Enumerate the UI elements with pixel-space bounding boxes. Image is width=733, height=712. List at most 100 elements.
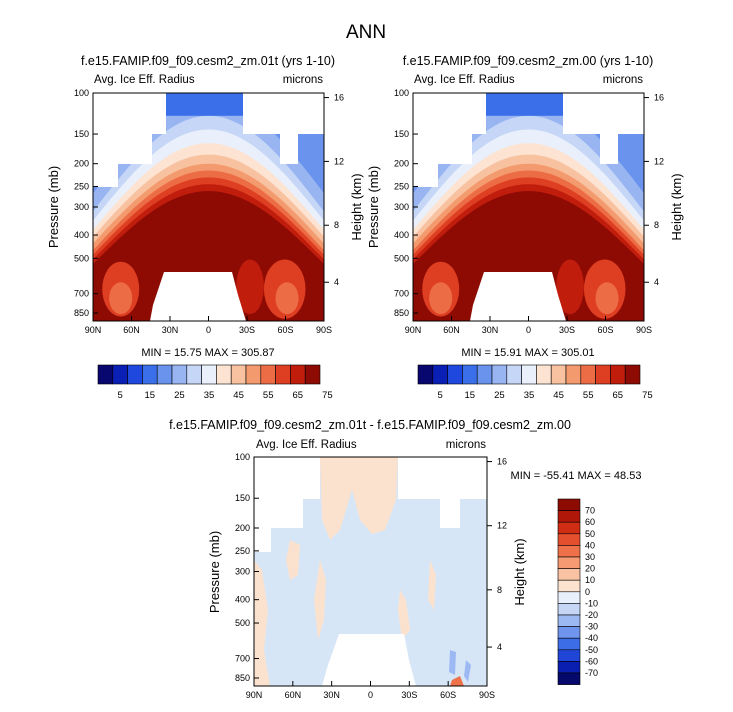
panel-2-xtick-label: 30N bbox=[482, 325, 499, 335]
panel-3-neg-areas bbox=[449, 650, 471, 682]
panel-1-ytick-right-label: 8 bbox=[334, 220, 339, 230]
colorbar-swatch bbox=[506, 364, 522, 385]
panel-2: f.e15.FAMIP.f09_f09.cesm2_zm.00 (yrs 1-1… bbox=[366, 54, 684, 401]
colorbar-swatch bbox=[112, 364, 128, 385]
panel-2-ytick-label: 200 bbox=[394, 159, 409, 169]
panel-1-xtick-label: 60N bbox=[123, 325, 140, 335]
panel-2-yaxis-right: 16 12 8 4 bbox=[644, 93, 664, 287]
panel-3-mask-bottom bbox=[322, 634, 416, 686]
panel-3-pos-blob-4 bbox=[398, 590, 410, 640]
colorbar-swatch bbox=[557, 498, 581, 511]
colorbar-swatch bbox=[142, 364, 158, 385]
colorbar-label: 60 bbox=[585, 517, 595, 527]
panel-1-ytick-label: 200 bbox=[74, 159, 89, 169]
colorbar-label: 20 bbox=[585, 564, 595, 574]
panel-1-units: microns bbox=[283, 74, 324, 86]
colorbar-swatch bbox=[624, 364, 641, 385]
panel-1-ytick-label: 300 bbox=[74, 202, 89, 212]
panel-1-ytick-label: 850 bbox=[74, 308, 89, 318]
colorbar-swatch bbox=[557, 626, 581, 639]
colorbar-label: 45 bbox=[233, 390, 244, 401]
colorbar-swatch bbox=[216, 364, 232, 385]
colorbar-swatch bbox=[557, 649, 581, 662]
panel-3-positive-areas bbox=[254, 457, 436, 686]
panel-2-ytick-right-label: 8 bbox=[654, 220, 659, 230]
colorbar-label: 40 bbox=[585, 540, 595, 550]
panel-2-lobe-2 bbox=[429, 282, 453, 315]
panel-1-variable: Avg. Ice Eff. Radius bbox=[94, 74, 195, 86]
panel-1-yaxis: 100 150 200 250 300 400 500 700 850 bbox=[74, 88, 98, 318]
panel-1: f.e15.FAMIP.f09_f09.cesm2_zm.01t (yrs 1-… bbox=[46, 54, 364, 401]
panel-3-ytick-label: 850 bbox=[235, 673, 250, 683]
panel-3-ytick-label: 150 bbox=[235, 493, 250, 503]
colorbar-swatch bbox=[557, 637, 581, 651]
colorbar-swatch bbox=[557, 579, 581, 593]
colorbar-swatch bbox=[462, 364, 478, 385]
colorbar-swatch bbox=[476, 364, 493, 385]
panel-3-variable: Avg. Ice Eff. Radius bbox=[256, 439, 357, 451]
colorbar-swatch bbox=[580, 364, 596, 385]
panel-3-xtick-label: 90N bbox=[246, 690, 263, 700]
panel-3-ytick-label: 700 bbox=[235, 654, 250, 664]
panel-2-xtick-label: 90S bbox=[636, 325, 652, 335]
panel-3-title: f.e15.FAMIP.f09_f09.cesm2_zm.01t - f.e15… bbox=[169, 418, 571, 432]
colorbar-swatch bbox=[557, 533, 581, 546]
panel-1-ylabel-right: Height (km) bbox=[349, 173, 364, 240]
colorbar-swatch bbox=[417, 364, 434, 385]
panel-3-xtick-label: 30N bbox=[323, 690, 340, 700]
colorbar-label: 50 bbox=[585, 529, 595, 539]
panel-2-ytick-right-label: 16 bbox=[654, 93, 664, 103]
panel-3-units: microns bbox=[446, 439, 487, 451]
colorbar-swatch bbox=[550, 364, 567, 385]
colorbar-swatch bbox=[521, 364, 537, 385]
colorbar-swatch bbox=[557, 661, 581, 674]
colorbar-swatch bbox=[595, 364, 611, 385]
panel-1-stats: MIN = 15.75 MAX = 305.87 bbox=[141, 347, 274, 359]
colorbar-swatch bbox=[186, 364, 202, 385]
colorbar-swatch bbox=[447, 364, 463, 385]
panel-1-mask-top bbox=[93, 93, 324, 187]
panel-1-colorbar: 5 15 25 35 45 55 65 75 bbox=[97, 364, 333, 401]
panel-1-xtick-label: 0 bbox=[206, 325, 211, 335]
panel-2-xaxis: 90N 60N 30N 0 30S 60S 90S bbox=[405, 316, 652, 335]
panel-1-heatmap bbox=[93, 93, 324, 321]
panel-3-ylabel-right: Height (km) bbox=[512, 538, 527, 605]
colorbar-label: 30 bbox=[585, 552, 595, 562]
colorbar-swatch bbox=[97, 364, 114, 385]
panel-1-xaxis: 90N 60N 30N 0 30S 60S 90S bbox=[85, 316, 332, 335]
colorbar-label: 0 bbox=[585, 587, 590, 597]
panel-2-mask-top bbox=[413, 93, 644, 187]
panel-1-ytick-label: 400 bbox=[74, 230, 89, 240]
colorbar-label: 65 bbox=[293, 390, 304, 401]
panel-3-neg-blob-2 bbox=[464, 660, 471, 682]
colorbar-swatch bbox=[565, 364, 582, 385]
panel-2-top-core bbox=[485, 93, 565, 116]
colorbar-label: -30 bbox=[585, 622, 598, 632]
panel-3-ytick-label: 500 bbox=[235, 618, 250, 628]
panel-3-pos-strong bbox=[450, 676, 464, 686]
panel-1-xtick-label: 60S bbox=[277, 325, 293, 335]
panel-3-ytick-right-label: 12 bbox=[497, 521, 507, 531]
panel-2-xtick-label: 30S bbox=[559, 325, 575, 335]
colorbar-swatch bbox=[171, 364, 188, 385]
panel-2-xtick-label: 90N bbox=[405, 325, 422, 335]
panel-2-xtick-label: 60S bbox=[597, 325, 613, 335]
colorbar-label: 35 bbox=[204, 390, 215, 401]
panel-2-ytick-label: 300 bbox=[394, 202, 409, 212]
colorbar-label: -20 bbox=[585, 610, 598, 620]
panel-1-ytick-label: 700 bbox=[74, 289, 89, 299]
panel-3-ytick-label: 100 bbox=[235, 452, 250, 462]
panel-3-xtick-label: 90S bbox=[479, 690, 495, 700]
colorbar-swatch bbox=[275, 364, 291, 385]
panel-3-ytick-label: 250 bbox=[235, 546, 250, 556]
colorbar-label: -40 bbox=[585, 633, 598, 643]
colorbar-swatch bbox=[557, 672, 581, 685]
colorbar-swatch bbox=[304, 364, 321, 385]
panel-2-ytick-label: 400 bbox=[394, 230, 409, 240]
panel-3-stats: MIN = -55.41 MAX = 48.53 bbox=[511, 470, 642, 482]
panel-3-xtick-label: 60N bbox=[285, 690, 302, 700]
panel-3-ylabel: Pressure (mb) bbox=[207, 531, 222, 613]
panel-2-masks bbox=[413, 93, 644, 321]
